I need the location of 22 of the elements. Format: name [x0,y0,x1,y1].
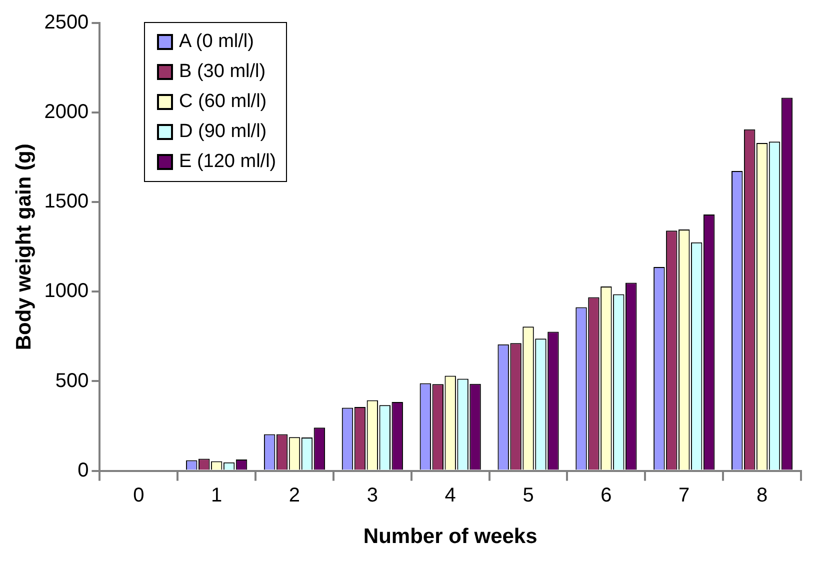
x-tick-label: 4 [444,484,456,506]
x-tick-label: 6 [600,484,612,506]
x-tick-label: 5 [522,484,534,506]
legend-label: E (120 ml/l) [179,150,276,174]
y-tick-label: 0 [78,459,89,482]
legend-label: D (90 ml/l) [179,120,267,144]
x-tick-label: 2 [288,484,300,506]
y-tick-label: 500 [55,370,89,392]
x-axis-title: Number of weeks [363,525,538,548]
legend-label: C (60 ml/l) [179,90,267,114]
legend-label: B (30 ml/l) [179,60,266,84]
x-tick-label: 3 [366,484,378,506]
y-axis-title: Body weight gain (g) [12,144,36,350]
x-tick-label: 8 [756,484,768,506]
y-tick-label: 2000 [44,101,89,124]
y-tick-label: 1000 [44,280,89,302]
legend-label: A (0 ml/l) [179,30,254,54]
x-tick-label: 7 [678,484,690,506]
y-tick-label: 1500 [44,190,89,213]
x-tick-label: 1 [211,484,222,506]
x-tick-label: 0 [133,484,144,506]
y-tick-label: 2500 [44,12,89,34]
